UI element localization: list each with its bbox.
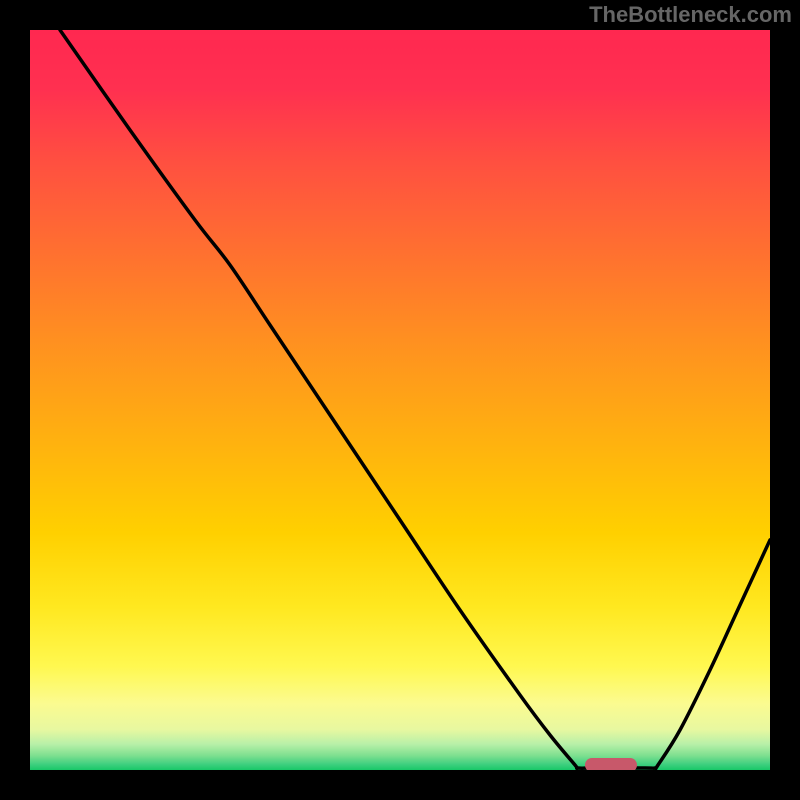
bottleneck-curve (30, 30, 770, 770)
curve-path (60, 30, 770, 769)
plot-area (30, 30, 770, 770)
watermark-text: TheBottleneck.com (589, 2, 792, 28)
chart-container: TheBottleneck.com (0, 0, 800, 800)
optimal-marker (585, 758, 637, 770)
